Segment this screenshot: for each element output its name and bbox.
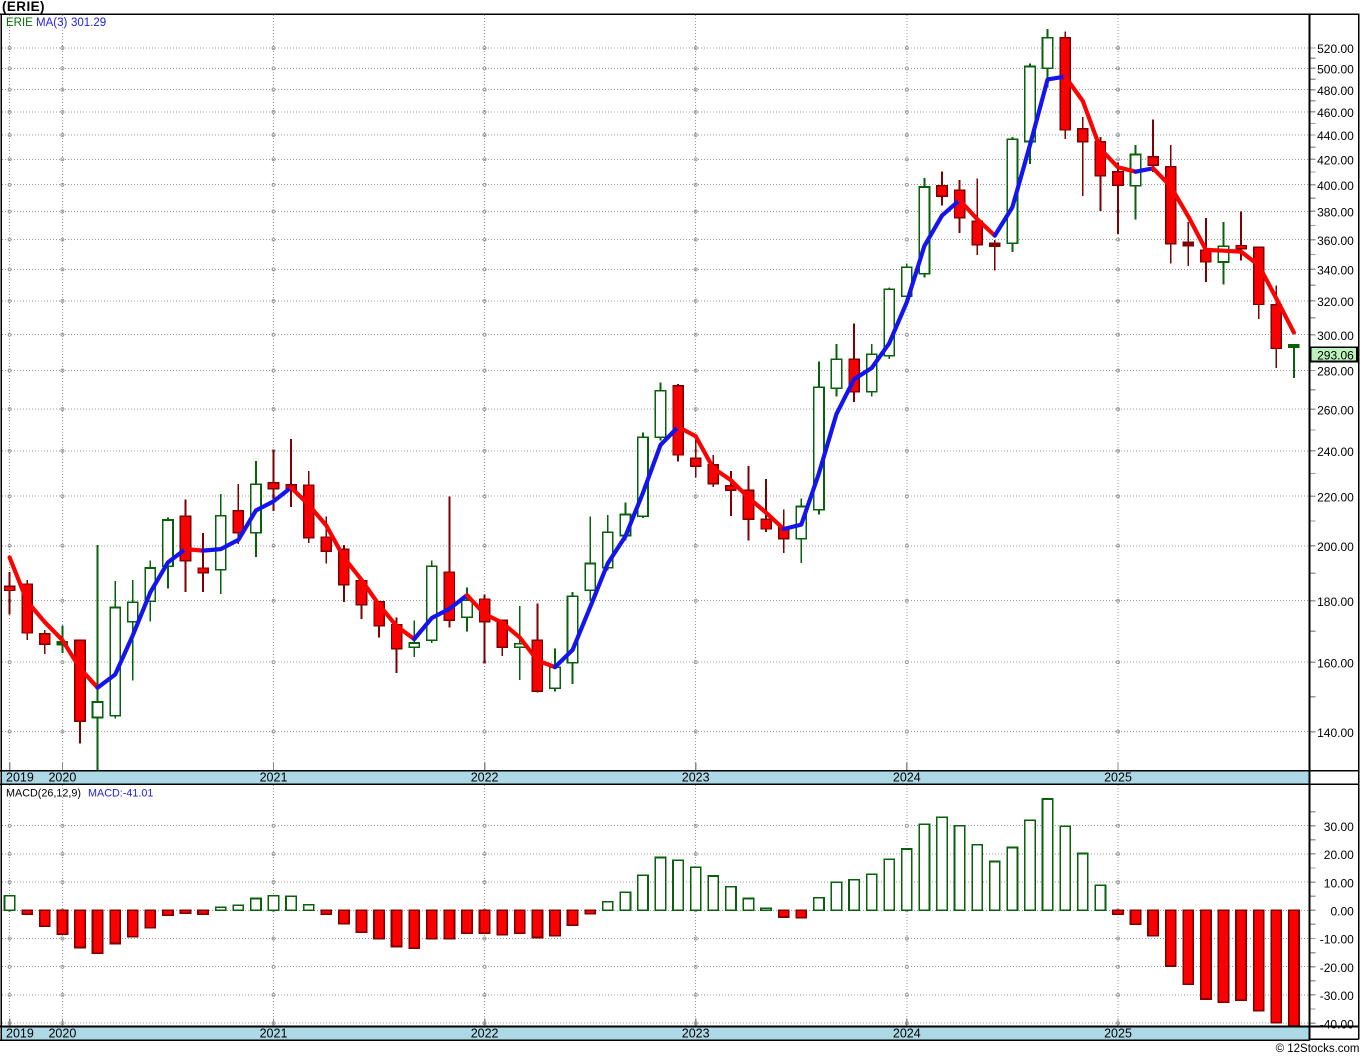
svg-text:ERIE: ERIE (6, 17, 33, 29)
svg-text:2020: 2020 (48, 771, 76, 785)
svg-text:-30.00: -30.00 (1320, 989, 1354, 1003)
svg-text:200.00: 200.00 (1317, 540, 1354, 554)
svg-text:2023: 2023 (682, 1027, 710, 1041)
svg-text:-40.00: -40.00 (1320, 1017, 1354, 1031)
svg-text:10.00: 10.00 (1324, 876, 1354, 890)
svg-text:400.00: 400.00 (1317, 179, 1354, 193)
svg-text:360.00: 360.00 (1317, 234, 1354, 248)
svg-text:-20.00: -20.00 (1320, 961, 1354, 975)
svg-text:160.00: 160.00 (1317, 656, 1354, 670)
svg-text:0.00: 0.00 (1330, 905, 1354, 919)
svg-text:2024: 2024 (893, 771, 921, 785)
svg-text:(ERIE): (ERIE) (2, 0, 45, 14)
svg-text:420.00: 420.00 (1317, 154, 1354, 168)
svg-text:240.00: 240.00 (1317, 445, 1354, 459)
svg-text:293.06: 293.06 (1317, 349, 1354, 363)
svg-text:2020: 2020 (48, 1027, 76, 1041)
svg-text:-10.00: -10.00 (1320, 933, 1354, 947)
svg-text:20.00: 20.00 (1324, 848, 1354, 862)
svg-text:340.00: 340.00 (1317, 264, 1354, 278)
svg-text:460.00: 460.00 (1317, 106, 1354, 120)
svg-text:MACD(26,12,9): MACD(26,12,9) (6, 788, 81, 800)
svg-text:520.00: 520.00 (1317, 42, 1354, 56)
svg-text:MACD:-41.01: MACD:-41.01 (88, 788, 153, 800)
svg-text:300.00: 300.00 (1317, 329, 1354, 343)
svg-text:260.00: 260.00 (1317, 403, 1354, 417)
svg-text:280.00: 280.00 (1317, 365, 1354, 379)
svg-text:180.00: 180.00 (1317, 595, 1354, 609)
svg-text:140.00: 140.00 (1317, 726, 1354, 740)
svg-text:301.29: 301.29 (71, 17, 106, 29)
svg-text:2025: 2025 (1104, 771, 1132, 785)
svg-text:2024: 2024 (893, 1027, 921, 1041)
svg-text:380.00: 380.00 (1317, 206, 1354, 220)
svg-text:2019: 2019 (6, 771, 34, 785)
svg-text:2022: 2022 (471, 771, 499, 785)
svg-text:320.00: 320.00 (1317, 295, 1354, 309)
svg-text:2025: 2025 (1104, 1027, 1132, 1041)
svg-text:220.00: 220.00 (1317, 490, 1354, 504)
svg-text:2019: 2019 (6, 1027, 34, 1041)
svg-text:480.00: 480.00 (1317, 84, 1354, 98)
svg-text:2021: 2021 (260, 771, 288, 785)
svg-text:© 12Stocks.com: © 12Stocks.com (1276, 1043, 1360, 1055)
svg-text:2022: 2022 (471, 1027, 499, 1041)
svg-text:440.00: 440.00 (1317, 129, 1354, 143)
svg-text:MA(3): MA(3) (36, 17, 67, 29)
svg-text:30.00: 30.00 (1324, 820, 1354, 834)
svg-text:2023: 2023 (682, 771, 710, 785)
svg-text:500.00: 500.00 (1317, 63, 1354, 77)
svg-text:2021: 2021 (260, 1027, 288, 1041)
